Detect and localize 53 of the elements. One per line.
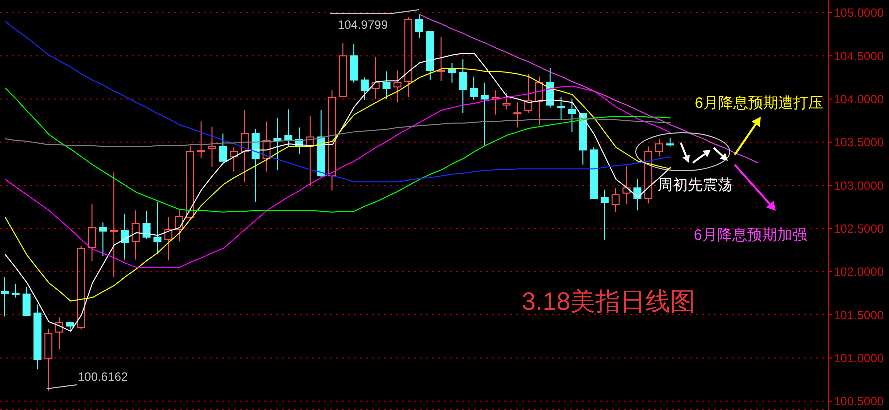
candlestick: [88, 204, 96, 262]
candlestick: [274, 118, 282, 171]
line-series: [4, 53, 672, 332]
candlestick: [1, 276, 9, 318]
candlestick: [154, 201, 162, 256]
candlestick: [372, 56, 380, 100]
annotation: 周初先震荡: [658, 177, 733, 194]
y-tick-label: 100.5000: [834, 394, 884, 409]
candlestick: [394, 70, 402, 104]
candlestick: [240, 110, 249, 183]
candlestick: [416, 14, 424, 38]
line-series: [4, 88, 672, 213]
candlestick: [99, 222, 108, 257]
annotation: 6月降息预期遭打压: [695, 95, 824, 112]
candlestick: [56, 317, 64, 350]
annotation: 100.6162: [78, 370, 128, 384]
candlestick: [492, 90, 500, 116]
y-tick-label: 102.0000: [834, 265, 884, 280]
candlestick: [568, 98, 576, 133]
y-tick-label: 103.0000: [834, 178, 884, 193]
candlestick: [360, 77, 369, 101]
y-tick-label: 104.5000: [834, 49, 884, 64]
candlestick: [600, 189, 609, 240]
candlestick: [176, 210, 184, 242]
y-tick-label: 101.0000: [834, 351, 884, 366]
candlestick: [262, 121, 271, 172]
candlestick: [514, 102, 522, 128]
y-tick-label: 101.5000: [834, 308, 884, 322]
candlestick: [306, 116, 314, 187]
y-tick-label: 105.0000: [834, 6, 884, 20]
candlestick: [110, 172, 118, 278]
candlestick: [120, 214, 129, 260]
annotation: 6月降息预期加强: [694, 227, 808, 244]
candlestick: [622, 166, 631, 206]
candlestick: [208, 126, 216, 168]
candlestick: [382, 71, 391, 100]
candlestick: [230, 147, 238, 172]
candlestick: [132, 210, 140, 260]
candlestick: [557, 97, 566, 120]
candlestick: [437, 36, 446, 82]
candlestick: [612, 188, 620, 213]
candlestick: [328, 90, 336, 192]
candlestick: [480, 82, 489, 146]
candlestick: [634, 179, 642, 212]
y-tick-label: 102.5000: [834, 222, 884, 236]
candlestick: [197, 121, 206, 158]
text: 3.18美指日线图: [522, 288, 696, 316]
candlestick: [459, 59, 468, 114]
candlestick: [164, 217, 173, 262]
annotation: 104.9799: [338, 18, 388, 32]
candlestick: [34, 304, 42, 370]
y-tick-label: 103.5000: [834, 136, 884, 150]
y-tick-label: 104.0000: [834, 92, 884, 107]
